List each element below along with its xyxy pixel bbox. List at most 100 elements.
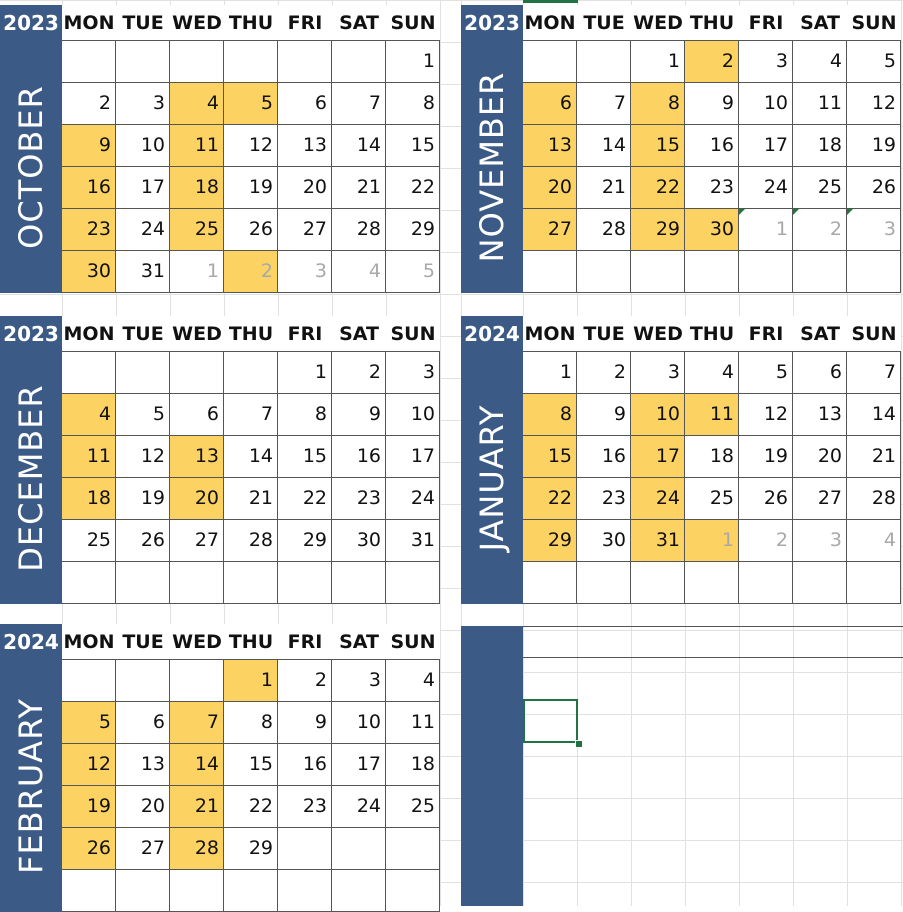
day-cell[interactable]: 12 xyxy=(224,125,278,167)
day-cell[interactable]: 7 xyxy=(332,83,386,125)
empty-day-cell[interactable] xyxy=(793,251,847,293)
day-cell[interactable]: 6 xyxy=(278,83,332,125)
weekday-header[interactable]: WED xyxy=(631,316,685,352)
empty-day-cell[interactable] xyxy=(224,562,278,604)
day-cell[interactable]: 25 xyxy=(793,167,847,209)
empty-day-cell[interactable] xyxy=(62,660,116,702)
empty-day-cell[interactable] xyxy=(62,352,116,394)
day-cell[interactable]: 23 xyxy=(278,786,332,828)
empty-day-cell[interactable] xyxy=(62,562,116,604)
day-cell[interactable]: 4 xyxy=(685,352,739,394)
day-cell[interactable]: 8 xyxy=(631,83,685,125)
day-cell[interactable]: 19 xyxy=(739,436,793,478)
day-cell[interactable]: 27 xyxy=(523,209,577,251)
day-cell[interactable]: 2 xyxy=(793,209,847,251)
weekday-header[interactable]: MON xyxy=(523,316,577,352)
day-cell[interactable]: 13 xyxy=(793,394,847,436)
day-cell[interactable]: 2 xyxy=(224,251,278,293)
day-cell[interactable]: 6 xyxy=(116,702,170,744)
day-cell[interactable]: 15 xyxy=(278,436,332,478)
day-cell[interactable]: 13 xyxy=(170,436,224,478)
day-cell[interactable]: 8 xyxy=(224,702,278,744)
weekday-header[interactable]: THU xyxy=(224,624,278,660)
empty-day-cell[interactable] xyxy=(116,41,170,83)
day-cell[interactable]: 13 xyxy=(278,125,332,167)
weekday-header[interactable]: THU xyxy=(224,5,278,41)
day-cell[interactable]: 18 xyxy=(793,125,847,167)
empty-day-cell[interactable] xyxy=(577,251,631,293)
weekday-header[interactable]: SAT xyxy=(793,316,847,352)
day-cell[interactable]: 10 xyxy=(631,394,685,436)
year-label[interactable]: 2023 xyxy=(0,316,62,352)
weekday-header[interactable]: WED xyxy=(631,5,685,41)
weekday-header[interactable]: SAT xyxy=(793,5,847,41)
weekday-header[interactable]: THU xyxy=(685,5,739,41)
day-cell[interactable]: 28 xyxy=(224,520,278,562)
empty-day-cell[interactable] xyxy=(739,251,793,293)
day-cell[interactable]: 13 xyxy=(116,744,170,786)
day-cell[interactable]: 17 xyxy=(332,744,386,786)
day-cell[interactable]: 25 xyxy=(386,786,440,828)
empty-day-cell[interactable] xyxy=(224,41,278,83)
day-cell[interactable]: 12 xyxy=(847,83,901,125)
month-band[interactable]: FEBRUARY xyxy=(0,660,62,912)
day-cell[interactable]: 1 xyxy=(739,209,793,251)
day-cell[interactable]: 21 xyxy=(170,786,224,828)
day-cell[interactable]: 1 xyxy=(685,520,739,562)
day-cell[interactable]: 24 xyxy=(386,478,440,520)
day-cell[interactable]: 11 xyxy=(386,702,440,744)
year-label[interactable]: 2024 xyxy=(461,316,523,352)
day-cell[interactable]: 22 xyxy=(224,786,278,828)
day-cell[interactable]: 22 xyxy=(523,478,577,520)
year-label[interactable]: 2024 xyxy=(0,624,62,660)
day-cell[interactable]: 11 xyxy=(793,83,847,125)
day-cell[interactable]: 8 xyxy=(386,83,440,125)
weekday-header[interactable]: SUN xyxy=(386,316,440,352)
empty-day-cell[interactable] xyxy=(116,562,170,604)
day-cell[interactable]: 15 xyxy=(224,744,278,786)
weekday-header[interactable]: FRI xyxy=(278,624,332,660)
empty-day-cell[interactable] xyxy=(793,562,847,604)
day-cell[interactable]: 27 xyxy=(793,478,847,520)
day-cell[interactable]: 17 xyxy=(116,167,170,209)
day-cell[interactable]: 14 xyxy=(847,394,901,436)
day-cell[interactable]: 3 xyxy=(847,209,901,251)
day-cell[interactable]: 2 xyxy=(577,352,631,394)
year-label[interactable]: 2023 xyxy=(461,5,523,41)
day-cell[interactable]: 20 xyxy=(523,167,577,209)
day-cell[interactable]: 19 xyxy=(62,786,116,828)
day-cell[interactable]: 31 xyxy=(116,251,170,293)
day-cell[interactable]: 26 xyxy=(224,209,278,251)
day-cell[interactable]: 16 xyxy=(278,744,332,786)
day-cell[interactable]: 10 xyxy=(332,702,386,744)
day-cell[interactable]: 21 xyxy=(224,478,278,520)
weekday-header[interactable]: FRI xyxy=(278,5,332,41)
weekday-header[interactable]: WED xyxy=(170,5,224,41)
weekday-header[interactable]: WED xyxy=(170,624,224,660)
day-cell[interactable]: 30 xyxy=(332,520,386,562)
day-cell[interactable]: 27 xyxy=(278,209,332,251)
day-cell[interactable]: 9 xyxy=(332,394,386,436)
empty-day-cell[interactable] xyxy=(62,870,116,912)
day-cell[interactable]: 25 xyxy=(685,478,739,520)
day-cell[interactable]: 23 xyxy=(62,209,116,251)
day-cell[interactable]: 2 xyxy=(685,41,739,83)
fill-handle[interactable] xyxy=(575,740,583,748)
weekday-header[interactable]: MON xyxy=(62,624,116,660)
day-cell[interactable]: 20 xyxy=(170,478,224,520)
day-cell[interactable]: 11 xyxy=(170,125,224,167)
empty-day-cell[interactable] xyxy=(739,562,793,604)
day-cell[interactable]: 21 xyxy=(577,167,631,209)
day-cell[interactable]: 24 xyxy=(332,786,386,828)
empty-day-cell[interactable] xyxy=(523,562,577,604)
day-cell[interactable]: 1 xyxy=(523,352,577,394)
day-cell[interactable]: 3 xyxy=(116,83,170,125)
day-cell[interactable]: 16 xyxy=(62,167,116,209)
day-cell[interactable]: 31 xyxy=(386,520,440,562)
day-cell[interactable]: 23 xyxy=(577,478,631,520)
day-cell[interactable]: 1 xyxy=(386,41,440,83)
day-cell[interactable]: 13 xyxy=(523,125,577,167)
day-cell[interactable]: 21 xyxy=(332,167,386,209)
weekday-header[interactable]: THU xyxy=(224,316,278,352)
day-cell[interactable]: 5 xyxy=(386,251,440,293)
